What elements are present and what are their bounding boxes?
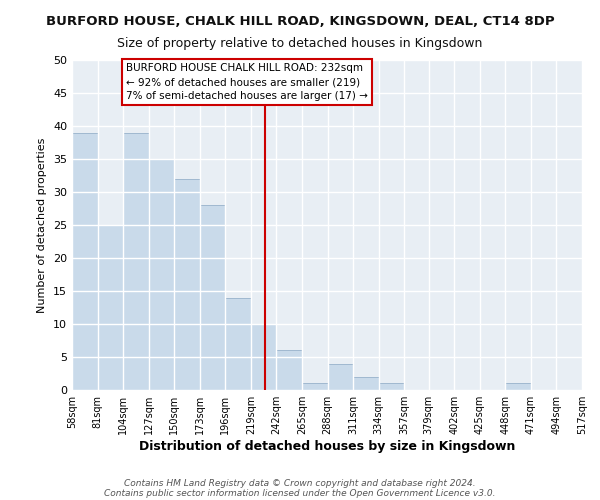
- Bar: [72, 132, 98, 390]
- Text: Contains HM Land Registry data © Crown copyright and database right 2024.: Contains HM Land Registry data © Crown c…: [124, 478, 476, 488]
- Bar: [302, 384, 328, 390]
- Bar: [277, 350, 302, 390]
- Bar: [226, 298, 251, 390]
- Bar: [149, 159, 174, 390]
- Bar: [251, 324, 277, 390]
- Text: Size of property relative to detached houses in Kingsdown: Size of property relative to detached ho…: [118, 38, 482, 51]
- Y-axis label: Number of detached properties: Number of detached properties: [37, 138, 47, 312]
- Bar: [200, 205, 226, 390]
- X-axis label: Distribution of detached houses by size in Kingsdown: Distribution of detached houses by size …: [139, 440, 515, 453]
- Text: BURFORD HOUSE, CHALK HILL ROAD, KINGSDOWN, DEAL, CT14 8DP: BURFORD HOUSE, CHALK HILL ROAD, KINGSDOW…: [46, 15, 554, 28]
- Bar: [328, 364, 353, 390]
- Bar: [353, 377, 379, 390]
- Text: Contains public sector information licensed under the Open Government Licence v3: Contains public sector information licen…: [104, 488, 496, 498]
- Bar: [98, 225, 123, 390]
- Bar: [379, 384, 404, 390]
- Bar: [505, 384, 531, 390]
- Text: BURFORD HOUSE CHALK HILL ROAD: 232sqm
← 92% of detached houses are smaller (219): BURFORD HOUSE CHALK HILL ROAD: 232sqm ← …: [127, 64, 368, 102]
- Bar: [174, 179, 200, 390]
- Bar: [123, 132, 149, 390]
